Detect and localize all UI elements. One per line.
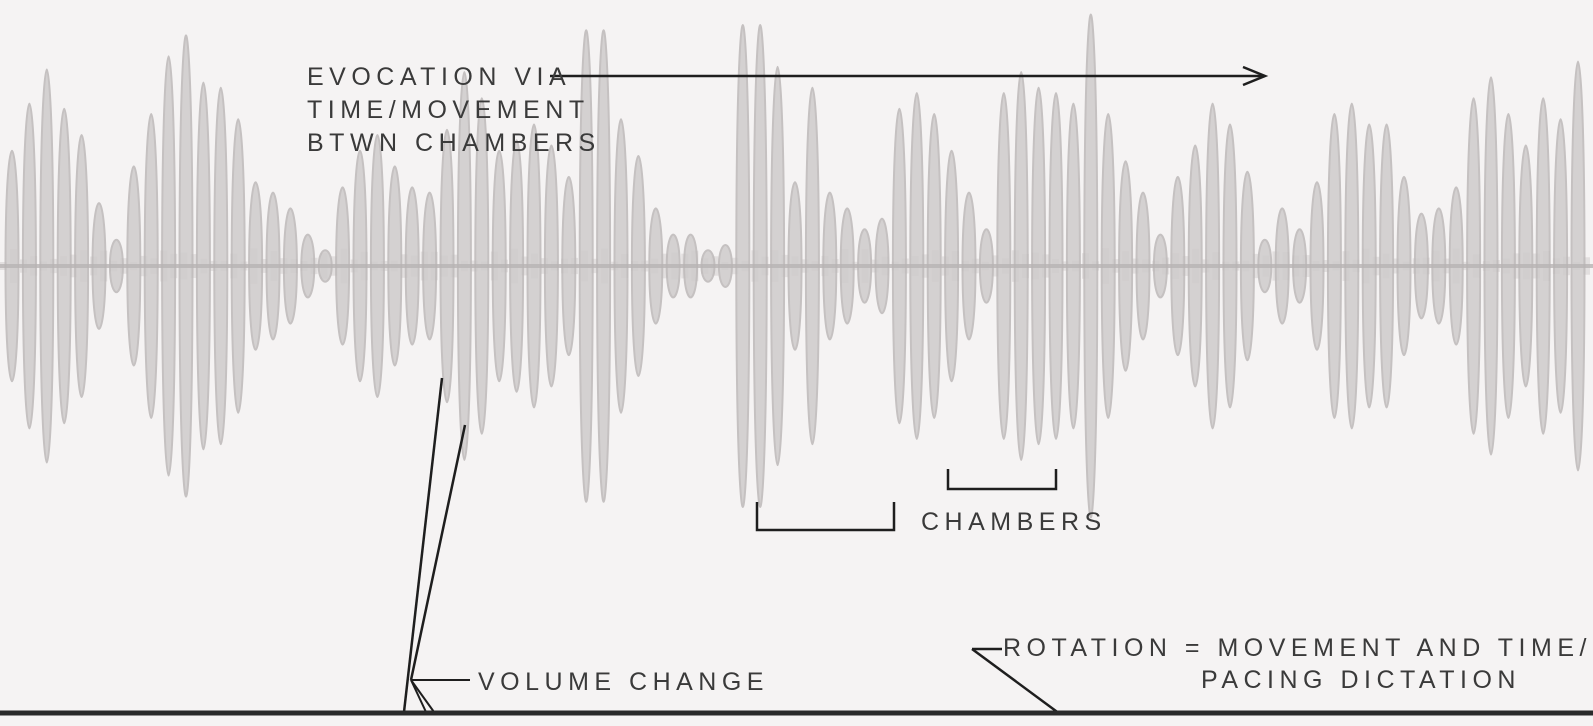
evocation-line-2: TIME/MOVEMENT bbox=[307, 96, 590, 124]
evocation-line-1: EVOCATION VIA bbox=[307, 63, 571, 91]
evocation-line-3: BTWN CHAMBERS bbox=[307, 129, 601, 157]
chamber-bracket-large bbox=[755, 502, 896, 532]
chambers-label: CHAMBERS bbox=[921, 508, 1107, 536]
volume-change-label: VOLUME CHANGE bbox=[478, 668, 769, 696]
chamber-bracket-small bbox=[946, 469, 1058, 491]
rotation-label-line-1: ROTATION = MOVEMENT AND TIME/ bbox=[1003, 634, 1592, 662]
rotation-label-line-2: PACING DICTATION bbox=[1201, 666, 1521, 694]
volume-change-leader bbox=[402, 377, 470, 713]
evocation-label: EVOCATION VIA TIME/MOVEMENT BTWN CHAMBER… bbox=[307, 63, 601, 157]
evocation-arrow bbox=[550, 65, 1269, 87]
rotation-leader bbox=[971, 647, 1061, 716]
